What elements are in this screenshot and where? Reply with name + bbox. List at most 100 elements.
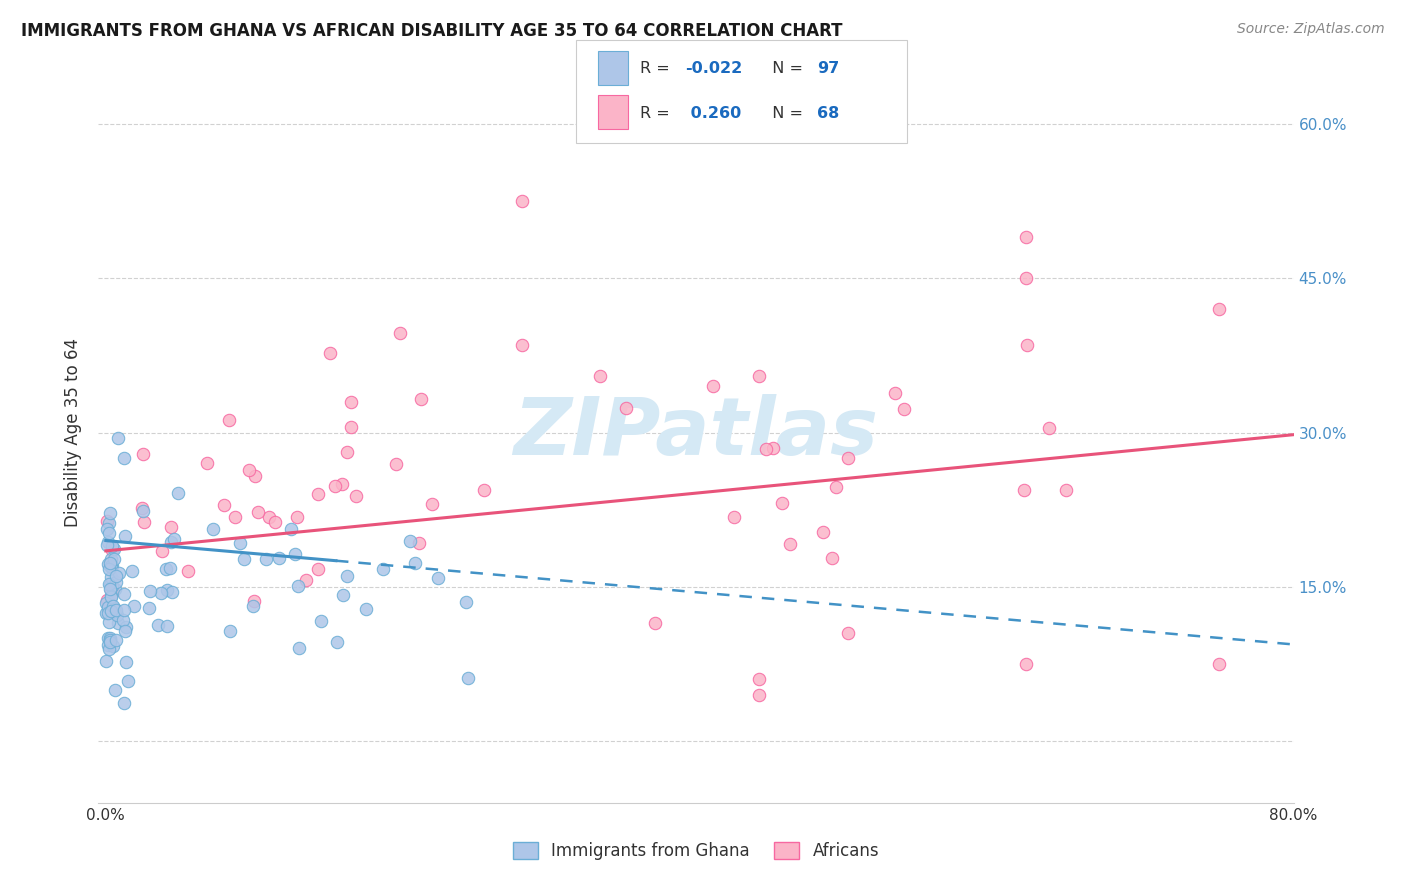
Point bbox=[748, 688, 770, 702]
Point bbox=[114, 624, 136, 638]
Point bbox=[97, 606, 120, 620]
Point bbox=[98, 557, 121, 571]
Point bbox=[772, 496, 794, 510]
Point bbox=[101, 585, 124, 599]
Point bbox=[308, 486, 330, 500]
Point bbox=[238, 463, 260, 477]
Point bbox=[107, 431, 129, 445]
Point bbox=[159, 561, 181, 575]
Point bbox=[247, 505, 270, 519]
Point bbox=[96, 514, 118, 528]
Point bbox=[104, 582, 127, 596]
Point bbox=[307, 562, 329, 576]
Point bbox=[330, 477, 353, 491]
Point bbox=[893, 401, 915, 416]
Point bbox=[94, 606, 117, 620]
Point bbox=[388, 326, 411, 341]
Point bbox=[243, 468, 266, 483]
Point bbox=[139, 583, 162, 598]
Point bbox=[108, 566, 131, 581]
Point bbox=[98, 633, 121, 648]
Point bbox=[104, 603, 127, 617]
Point bbox=[117, 674, 139, 689]
Point bbox=[474, 483, 496, 498]
Point bbox=[254, 552, 277, 566]
Point bbox=[409, 392, 432, 406]
Point bbox=[457, 671, 479, 685]
Point bbox=[229, 535, 252, 549]
Point bbox=[287, 578, 309, 592]
Text: IMMIGRANTS FROM GHANA VS AFRICAN DISABILITY AGE 35 TO 64 CORRELATION CHART: IMMIGRANTS FROM GHANA VS AFRICAN DISABIL… bbox=[21, 22, 842, 40]
Point bbox=[97, 558, 120, 572]
Text: N =: N = bbox=[762, 62, 808, 76]
Point bbox=[163, 532, 186, 546]
Point bbox=[112, 587, 135, 601]
Point bbox=[98, 578, 121, 592]
Point bbox=[100, 631, 122, 645]
Point bbox=[821, 551, 844, 566]
Point bbox=[295, 573, 318, 587]
Point bbox=[336, 569, 359, 583]
Point bbox=[100, 570, 122, 584]
Point bbox=[242, 599, 264, 613]
Point bbox=[385, 457, 408, 471]
Point bbox=[132, 515, 155, 529]
Text: Source: ZipAtlas.com: Source: ZipAtlas.com bbox=[1237, 22, 1385, 37]
Point bbox=[100, 590, 122, 604]
Point bbox=[150, 544, 173, 558]
Point bbox=[98, 632, 121, 647]
Point bbox=[104, 683, 127, 698]
Point bbox=[288, 640, 311, 655]
Point bbox=[340, 394, 363, 409]
Point bbox=[285, 510, 308, 524]
Point bbox=[107, 616, 129, 631]
Point bbox=[155, 582, 177, 597]
Legend: Immigrants from Ghana, Africans: Immigrants from Ghana, Africans bbox=[505, 834, 887, 869]
Point bbox=[344, 489, 367, 503]
Point bbox=[319, 346, 342, 360]
Point bbox=[167, 486, 190, 500]
Point bbox=[340, 420, 363, 434]
Point bbox=[155, 562, 177, 576]
Text: R =: R = bbox=[640, 106, 675, 120]
Point bbox=[202, 522, 225, 536]
Point bbox=[98, 506, 121, 520]
Point bbox=[97, 576, 120, 591]
Point bbox=[219, 624, 242, 639]
Point bbox=[1208, 302, 1230, 317]
Point bbox=[100, 579, 122, 593]
Point bbox=[100, 589, 122, 603]
Y-axis label: Disability Age 35 to 64: Disability Age 35 to 64 bbox=[65, 338, 83, 527]
Point bbox=[105, 574, 128, 589]
Point bbox=[323, 478, 346, 492]
Point bbox=[98, 635, 121, 649]
Point bbox=[779, 536, 801, 550]
Point bbox=[98, 526, 121, 541]
Point bbox=[824, 480, 846, 494]
Point bbox=[589, 368, 612, 383]
Point bbox=[1015, 337, 1038, 351]
Point bbox=[399, 534, 422, 549]
Point bbox=[138, 601, 160, 615]
Point bbox=[1054, 483, 1077, 497]
Point bbox=[309, 614, 332, 628]
Point bbox=[97, 632, 120, 646]
Point bbox=[284, 547, 307, 561]
Point bbox=[354, 602, 377, 616]
Point bbox=[160, 584, 183, 599]
Point bbox=[121, 564, 143, 578]
Point bbox=[837, 626, 859, 640]
Point bbox=[616, 401, 638, 415]
Point bbox=[112, 451, 135, 466]
Point bbox=[103, 552, 125, 566]
Point bbox=[115, 655, 138, 669]
Point bbox=[96, 600, 118, 615]
Point bbox=[159, 534, 181, 549]
Point bbox=[150, 585, 173, 599]
Text: 97: 97 bbox=[817, 62, 839, 76]
Point bbox=[131, 500, 153, 515]
Point bbox=[103, 542, 125, 557]
Point bbox=[243, 594, 266, 608]
Text: N =: N = bbox=[762, 106, 808, 120]
Point bbox=[427, 571, 450, 585]
